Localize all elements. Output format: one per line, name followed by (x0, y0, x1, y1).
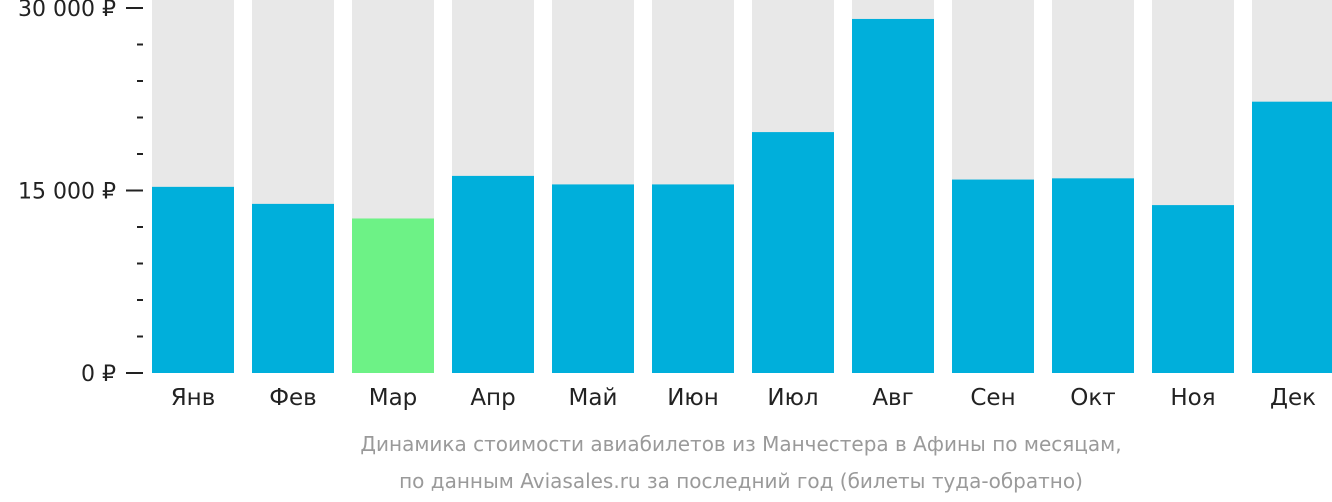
x-tick-label: Июн (667, 385, 719, 411)
chart-caption-line-1: Динамика стоимости авиабилетов из Манчес… (360, 432, 1122, 456)
x-tick-label: Июл (767, 385, 818, 411)
bar-5[interactable] (552, 184, 634, 373)
bar-10[interactable] (1052, 178, 1134, 373)
bar-1[interactable] (152, 186, 234, 373)
bar-11[interactable] (1152, 205, 1234, 373)
y-tick-label: 15 000 ₽ (18, 180, 116, 205)
x-tick-label: Мар (369, 385, 418, 411)
x-tick-label: Сен (970, 385, 1015, 411)
x-tick-label: Фев (269, 385, 317, 411)
x-tick-label: Янв (171, 385, 216, 411)
bar-4[interactable] (452, 175, 534, 373)
bar-9[interactable] (952, 179, 1034, 373)
x-tick-label: Окт (1070, 385, 1115, 411)
y-axis: 0 ₽ 15 000 ₽ 30 000 ₽ (18, 0, 143, 387)
bar-7[interactable] (752, 132, 834, 373)
bar-2[interactable] (252, 203, 334, 373)
x-tick-label: Ноя (1170, 385, 1215, 411)
y-tick-label: 30 000 ₽ (18, 0, 116, 22)
x-tick-label: Дек (1270, 385, 1316, 411)
x-tick-label: Май (569, 385, 618, 411)
bar-6[interactable] (652, 184, 734, 373)
bars (152, 0, 1332, 373)
chart-caption-line-2: по данным Aviasales.ru за последний год … (399, 469, 1083, 493)
x-tick-label: Авг (872, 385, 913, 411)
bar-chart: 0 ₽ 15 000 ₽ 30 000 ₽ Янв Фев Мар Апр Май Июн Ию… (18, 0, 1332, 411)
x-tick-label: Апр (470, 385, 515, 411)
y-tick-label: 0 ₽ (81, 362, 116, 387)
bar-8[interactable] (852, 18, 934, 373)
category-labels: Янв Фев Мар Апр Май Июн Июл Авг Сен Окт Ноя Дек (171, 385, 1316, 411)
bar-12[interactable] (1252, 101, 1332, 373)
bar-3[interactable] (352, 218, 434, 373)
